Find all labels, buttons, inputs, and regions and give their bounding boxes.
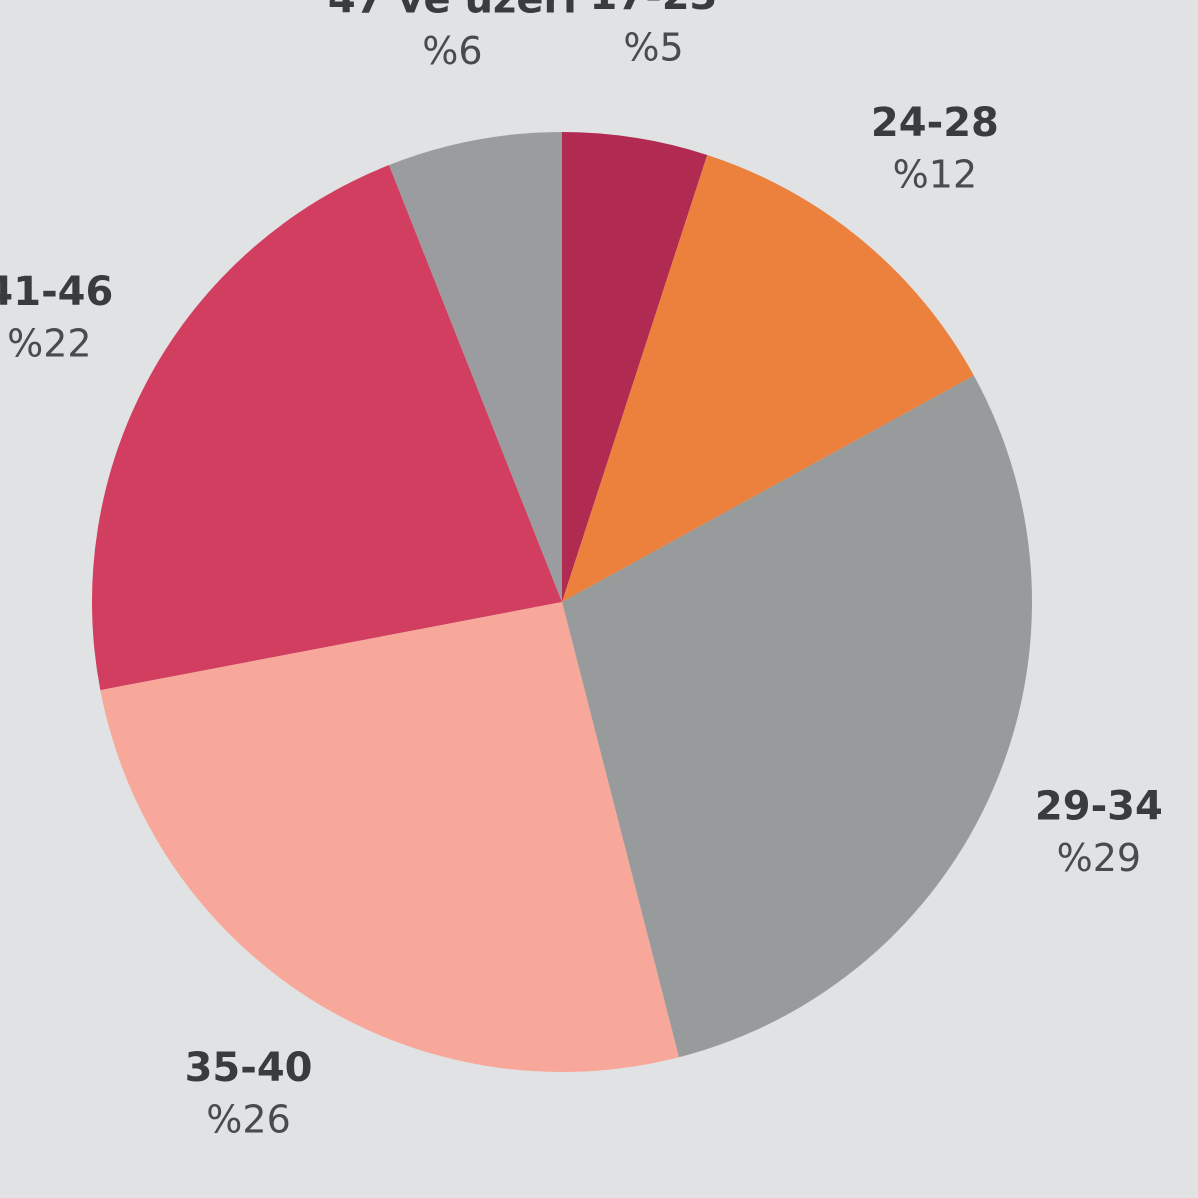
slice-value-label: %22 <box>7 322 91 366</box>
slice-label: 17-23 <box>590 0 718 19</box>
slice-value-label: %5 <box>623 26 683 70</box>
slice-label: 24-28 <box>871 100 999 146</box>
slice-label: 41-46 <box>0 269 113 315</box>
pie-slice <box>562 132 708 602</box>
pie-slice <box>562 155 974 603</box>
slice-label: 29-34 <box>1035 783 1163 829</box>
pie-slice <box>562 375 1032 1058</box>
pie-slice <box>100 602 679 1073</box>
pie-slice <box>91 165 562 691</box>
slice-label: 47 ve üzeri <box>328 0 577 22</box>
pie-slice <box>388 132 562 602</box>
slice-value-label: %12 <box>893 153 977 197</box>
slice-value-label: %6 <box>422 29 482 73</box>
slice-value-label: %29 <box>1057 836 1141 880</box>
slice-value-label: %26 <box>206 1097 290 1141</box>
slice-label: 35-40 <box>185 1045 313 1091</box>
